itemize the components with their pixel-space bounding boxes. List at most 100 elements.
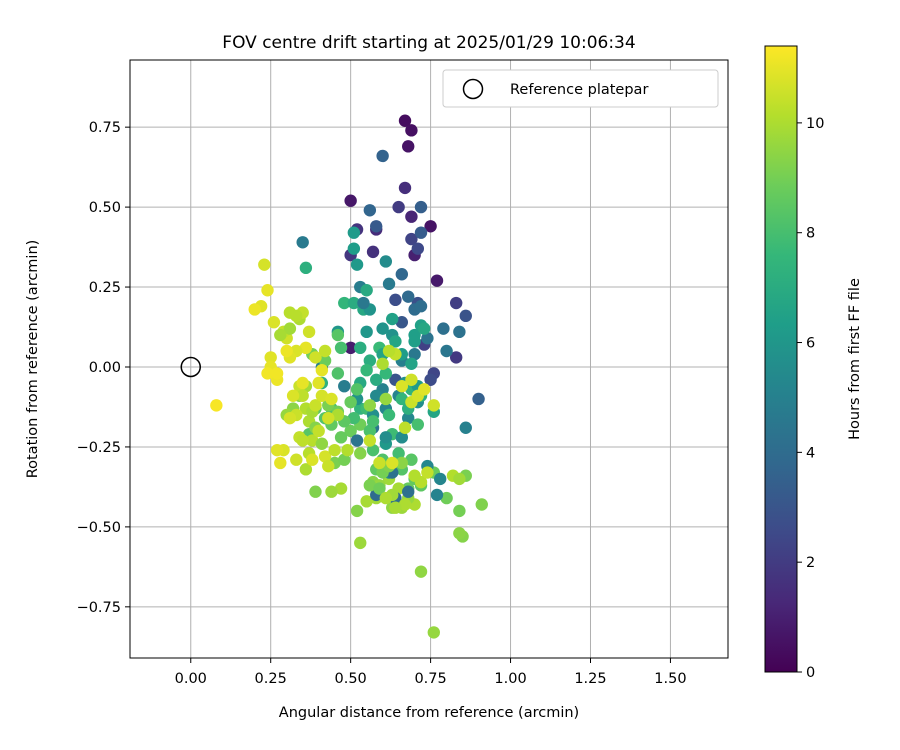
colorbar-tick-label: 4 bbox=[806, 445, 815, 461]
data-point bbox=[360, 284, 373, 297]
data-point bbox=[267, 316, 281, 329]
data-point bbox=[398, 114, 412, 127]
data-point bbox=[261, 284, 274, 297]
x-tick-label: 0.75 bbox=[414, 671, 446, 687]
data-point bbox=[299, 463, 313, 476]
legend-box bbox=[442, 69, 719, 108]
data-point bbox=[411, 242, 425, 255]
data-point bbox=[402, 411, 415, 425]
legend-label: Reference platepar bbox=[510, 82, 648, 98]
data-point bbox=[453, 325, 466, 339]
data-point bbox=[373, 482, 386, 495]
data-point bbox=[334, 341, 348, 355]
data-point bbox=[270, 367, 284, 380]
data-point bbox=[264, 351, 277, 364]
data-point bbox=[402, 140, 415, 153]
data-point bbox=[309, 399, 322, 412]
data-point bbox=[347, 296, 361, 310]
data-point bbox=[395, 456, 409, 470]
data-point bbox=[382, 344, 396, 358]
data-point bbox=[366, 245, 380, 259]
data-point bbox=[395, 268, 409, 281]
y-tick-label: 0.25 bbox=[89, 280, 121, 296]
data-point bbox=[453, 527, 466, 540]
data-point bbox=[437, 322, 450, 335]
data-point bbox=[360, 495, 373, 508]
data-point bbox=[408, 335, 421, 348]
grid-lines bbox=[130, 60, 728, 658]
data-point bbox=[389, 293, 402, 307]
data-point bbox=[290, 453, 303, 466]
data-point bbox=[350, 383, 364, 396]
data-point bbox=[405, 453, 418, 466]
data-point bbox=[363, 479, 377, 492]
data-point bbox=[306, 453, 319, 466]
data-point bbox=[389, 501, 402, 514]
x-tick-label: 0.25 bbox=[255, 671, 287, 687]
x-axis-ticks: 0.00 0.25 0.50 0.75 1.00 1.25 1.50 bbox=[175, 658, 687, 687]
x-tick-label: 0.50 bbox=[335, 671, 367, 687]
y-tick-label: 0.50 bbox=[89, 200, 121, 216]
data-point bbox=[379, 431, 393, 444]
data-point bbox=[376, 357, 389, 370]
data-point bbox=[363, 424, 377, 438]
data-point bbox=[427, 626, 440, 639]
colorbar-tick-label: 10 bbox=[806, 116, 824, 132]
data-point bbox=[357, 296, 370, 310]
data-point bbox=[418, 322, 431, 335]
data-point bbox=[376, 149, 389, 163]
data-point bbox=[440, 491, 453, 505]
data-point bbox=[363, 204, 377, 217]
data-point bbox=[322, 459, 335, 473]
data-point bbox=[427, 399, 440, 412]
data-point bbox=[392, 447, 405, 460]
data-point bbox=[325, 392, 338, 406]
data-point bbox=[280, 344, 293, 358]
x-tick-label: 1.25 bbox=[574, 671, 606, 687]
data-point bbox=[376, 322, 389, 335]
data-point bbox=[449, 351, 463, 364]
data-point bbox=[402, 485, 415, 498]
data-point bbox=[350, 434, 364, 447]
data-point bbox=[318, 344, 332, 358]
data-point bbox=[270, 443, 284, 457]
x-tick-label: 1.50 bbox=[654, 671, 686, 687]
data-point bbox=[312, 376, 325, 390]
y-axis-label: Rotation from reference (arcmin) bbox=[25, 240, 41, 479]
data-point bbox=[389, 335, 402, 348]
data-point bbox=[459, 421, 472, 434]
data-point bbox=[347, 411, 361, 425]
data-point bbox=[344, 194, 357, 207]
data-point bbox=[274, 328, 287, 342]
x-tick-label: 0.00 bbox=[175, 671, 207, 687]
data-point bbox=[405, 373, 418, 386]
data-point bbox=[370, 389, 383, 402]
data-point bbox=[296, 434, 309, 447]
data-point bbox=[408, 348, 421, 361]
data-point bbox=[296, 236, 309, 249]
data-point bbox=[338, 379, 351, 393]
data-point bbox=[312, 424, 325, 438]
data-point bbox=[331, 328, 345, 342]
colorbar bbox=[764, 45, 798, 673]
data-point bbox=[421, 332, 434, 345]
data-point bbox=[414, 300, 428, 313]
data-point bbox=[354, 447, 367, 460]
data-point bbox=[274, 456, 287, 470]
data-point bbox=[309, 351, 322, 364]
data-point bbox=[302, 325, 316, 339]
data-point bbox=[363, 434, 377, 447]
data-point bbox=[405, 357, 418, 370]
chart-title: FOV centre drift starting at 2025/01/29 … bbox=[222, 33, 635, 53]
data-point bbox=[475, 498, 488, 511]
data-point bbox=[286, 389, 300, 402]
data-point bbox=[395, 316, 409, 329]
colorbar-tick-label: 8 bbox=[806, 226, 815, 242]
data-point bbox=[421, 466, 434, 479]
data-point bbox=[424, 220, 437, 233]
data-point bbox=[370, 220, 383, 233]
data-point bbox=[392, 200, 405, 214]
data-point bbox=[290, 309, 303, 323]
data-point bbox=[354, 536, 367, 550]
data-point bbox=[315, 389, 329, 402]
